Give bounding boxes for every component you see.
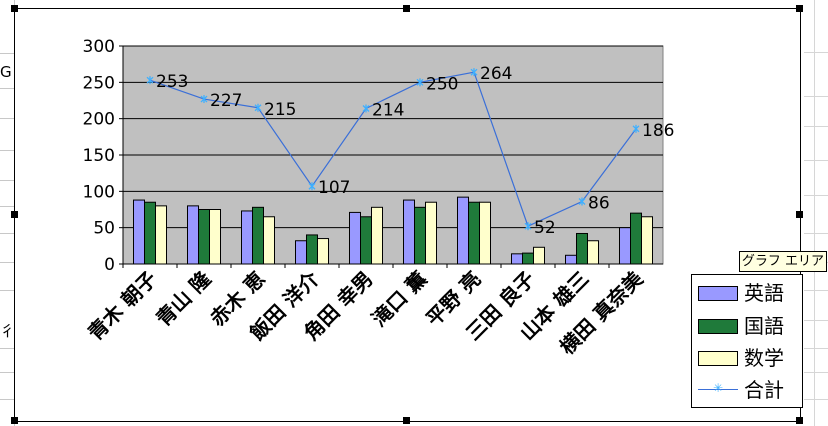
total-marker bbox=[362, 104, 370, 113]
bar bbox=[576, 232, 588, 265]
bar bbox=[522, 252, 534, 265]
bar bbox=[263, 216, 275, 265]
bar bbox=[371, 206, 383, 265]
resize-handle-middle-right[interactable] bbox=[796, 211, 803, 218]
resize-handle-middle-left[interactable] bbox=[11, 211, 18, 218]
total-data-label: 214 bbox=[372, 100, 404, 120]
resize-handle-bottom-left[interactable] bbox=[11, 417, 18, 424]
total-data-label: 186 bbox=[642, 121, 674, 141]
legend-swatch-english bbox=[698, 286, 738, 301]
bar bbox=[155, 205, 167, 265]
legend-label-total: 合計 bbox=[744, 378, 784, 402]
total-data-label: 215 bbox=[264, 100, 296, 120]
legend-swatch-japanese bbox=[698, 319, 738, 334]
resize-handle-top-left[interactable] bbox=[11, 5, 18, 12]
resize-handle-bottom-right[interactable] bbox=[796, 417, 803, 424]
total-marker bbox=[254, 103, 262, 112]
total-marker bbox=[470, 68, 478, 77]
bar bbox=[317, 238, 329, 265]
bar bbox=[565, 254, 577, 265]
bar bbox=[252, 206, 264, 265]
bar bbox=[198, 209, 210, 265]
total-data-label: 227 bbox=[210, 91, 242, 111]
bar bbox=[641, 216, 653, 265]
total-marker bbox=[578, 197, 586, 206]
sheet-cell-text: 彳 bbox=[0, 322, 16, 340]
total-marker bbox=[632, 124, 640, 133]
y-tick-label: 250 bbox=[83, 73, 115, 93]
legend-line-total bbox=[698, 389, 738, 390]
resize-handle-top-right[interactable] bbox=[796, 5, 803, 12]
total-marker bbox=[308, 182, 316, 191]
x-category-label: 青木 朝子 bbox=[83, 267, 161, 345]
total-marker bbox=[146, 76, 154, 85]
bar bbox=[241, 210, 253, 265]
y-tick-label: 50 bbox=[93, 219, 115, 239]
total-line bbox=[149, 71, 637, 228]
chart-legend[interactable]: 英語 国語 数学 ✳ 合計 bbox=[691, 274, 803, 408]
y-tick-label: 0 bbox=[104, 255, 115, 275]
bar bbox=[587, 240, 599, 265]
bar bbox=[295, 240, 307, 265]
legend-item-math: 数学 bbox=[698, 345, 798, 371]
y-tick-label: 200 bbox=[83, 110, 115, 130]
legend-item-japanese: 国語 bbox=[698, 313, 798, 339]
bar bbox=[511, 253, 523, 265]
total-marker bbox=[524, 222, 532, 231]
legend-label-math: 数学 bbox=[744, 346, 784, 370]
bar bbox=[133, 199, 145, 265]
total-data-label: 107 bbox=[318, 178, 350, 198]
total-data-label: 52 bbox=[534, 218, 556, 238]
bar bbox=[144, 201, 156, 265]
spreadsheet-right-columns bbox=[804, 0, 828, 426]
legend-item-english: 英語 bbox=[698, 280, 798, 306]
total-marker bbox=[200, 95, 208, 104]
total-data-label: 253 bbox=[156, 72, 188, 92]
bar bbox=[630, 212, 642, 265]
star-marker-icon: ✳ bbox=[713, 381, 724, 395]
bar bbox=[209, 209, 221, 265]
legend-label-japanese: 国語 bbox=[744, 314, 784, 338]
total-data-label: 250 bbox=[426, 74, 458, 94]
bar bbox=[349, 211, 361, 265]
x-category-label: 滝口 薫 bbox=[367, 267, 431, 331]
bar bbox=[468, 201, 480, 265]
bar bbox=[360, 216, 372, 265]
x-category-label: 青山 隆 bbox=[151, 266, 216, 331]
legend-item-total: ✳ 合計 bbox=[698, 377, 798, 403]
legend-label-english: 英語 bbox=[744, 281, 784, 305]
legend-swatch-math bbox=[698, 351, 738, 366]
bar bbox=[479, 201, 491, 265]
total-marker bbox=[416, 78, 424, 87]
chart-area-tooltip: グラフ エリア bbox=[739, 251, 827, 272]
resize-handle-bottom-center[interactable] bbox=[403, 417, 410, 424]
bar bbox=[306, 234, 318, 265]
bar bbox=[425, 201, 437, 265]
sheet-cell-text: G bbox=[0, 63, 12, 81]
bar bbox=[457, 196, 469, 265]
y-tick-label: 150 bbox=[83, 146, 115, 166]
chart-area[interactable]: 0 50 100 150 200 250 300 青木 朝子 青山 隆赤木 恵飯田 洋介 角田 幸… bbox=[11, 5, 827, 424]
bar bbox=[414, 206, 426, 265]
bar bbox=[533, 246, 545, 265]
total-data-label: 264 bbox=[480, 64, 512, 84]
bar bbox=[619, 227, 631, 265]
y-tick-label: 300 bbox=[83, 37, 115, 57]
resize-handle-top-center[interactable] bbox=[403, 5, 410, 12]
bar bbox=[187, 205, 199, 265]
bar bbox=[403, 199, 415, 265]
y-tick-label: 100 bbox=[83, 182, 115, 202]
total-data-label: 86 bbox=[588, 194, 610, 214]
